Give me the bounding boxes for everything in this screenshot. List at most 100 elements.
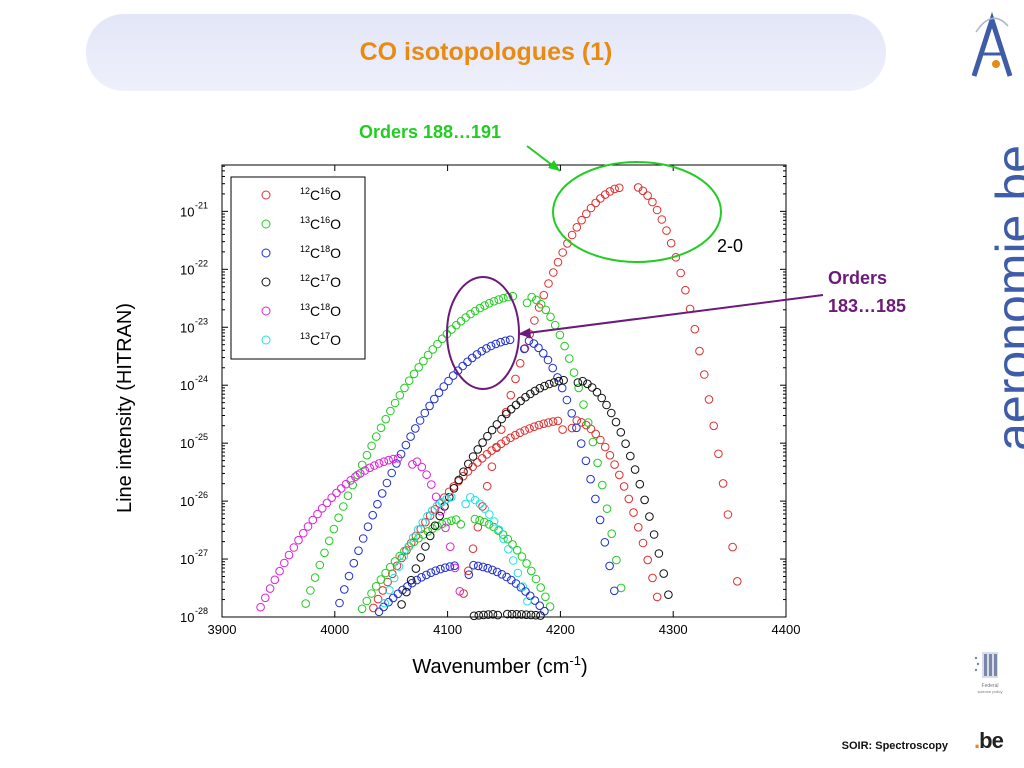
data-point (472, 350, 482, 359)
data-point (709, 421, 719, 431)
data-point (464, 459, 473, 469)
legend-entry: 13C18O (300, 302, 341, 319)
data-point (482, 344, 491, 353)
data-point (431, 566, 441, 576)
data-point (583, 418, 593, 427)
data-point (308, 515, 318, 525)
y-tick-exponent: -22 (195, 258, 208, 268)
data-point (704, 395, 714, 404)
data-point (404, 376, 414, 386)
data-point (393, 589, 403, 599)
data-point (427, 480, 436, 489)
data-point (446, 542, 455, 552)
data-point (554, 376, 564, 386)
data-point (408, 533, 418, 542)
data-point (545, 602, 555, 611)
data-point (522, 610, 531, 620)
data-point (506, 390, 516, 400)
data-point (494, 525, 504, 535)
data-point (404, 542, 413, 551)
data-point (439, 382, 449, 391)
data-point (393, 454, 403, 463)
data-point (548, 417, 558, 426)
data-point (442, 517, 452, 527)
legend-marker (261, 306, 271, 316)
data-point (447, 492, 456, 502)
data-point (379, 602, 389, 612)
data-point (513, 568, 523, 578)
data-point (485, 299, 494, 308)
data-point (395, 391, 405, 400)
data-point (464, 570, 474, 580)
data-point (565, 354, 574, 363)
data-point (373, 594, 383, 604)
data-point (474, 611, 484, 620)
data-point (520, 426, 530, 435)
annotation-orders-side-1: Orders (828, 268, 887, 288)
data-point (377, 489, 387, 498)
data-point (549, 378, 559, 387)
data-point (289, 543, 299, 552)
data-point (340, 585, 349, 594)
data-point (681, 285, 690, 295)
data-point (388, 593, 398, 603)
data-point (630, 465, 640, 474)
data-point (437, 334, 447, 344)
data-point (367, 441, 376, 451)
data-point (464, 566, 473, 576)
data-point (567, 409, 577, 418)
data-point (496, 337, 505, 347)
data-point (517, 552, 527, 561)
data-point (569, 368, 579, 377)
data-point (327, 493, 337, 503)
data-point (591, 494, 600, 504)
data-point (657, 215, 667, 224)
logo-caption-1: Federal (982, 683, 999, 689)
x-tick-label: 4400 (772, 622, 801, 637)
y-tick-label: 10 -26 (180, 490, 208, 509)
data-point (451, 515, 461, 524)
data-point (437, 497, 447, 507)
data-point (600, 190, 610, 199)
data-point (503, 609, 512, 619)
data-point (541, 305, 551, 315)
data-point (501, 436, 511, 446)
data-point (592, 387, 602, 397)
data-point (605, 561, 614, 571)
data-point (373, 499, 382, 509)
data-point (450, 563, 460, 573)
data-point (602, 504, 612, 514)
data-point (360, 466, 370, 475)
data-point (498, 530, 508, 539)
aeronomie-brand: aeronomie.be (986, 145, 1024, 451)
data-point (455, 587, 465, 596)
data-point (390, 398, 400, 408)
data-point (417, 573, 426, 582)
data-point (368, 510, 378, 520)
data-point (577, 215, 586, 225)
data-point (605, 187, 615, 196)
data-point (530, 316, 539, 325)
data-point (578, 376, 588, 386)
data-point (461, 499, 470, 509)
data-point (402, 587, 411, 597)
data-point (382, 478, 392, 488)
data-point (369, 603, 378, 613)
data-point (458, 361, 468, 371)
data-point (536, 583, 546, 592)
data-point (408, 460, 417, 469)
data-point (430, 521, 440, 531)
data-point (348, 480, 358, 490)
data-point (303, 522, 313, 531)
data-point (406, 432, 415, 441)
data-point (634, 523, 643, 532)
data-point (426, 568, 436, 578)
data-point (508, 556, 518, 565)
data-point (491, 339, 501, 349)
annotation-band: 2-0 (717, 236, 743, 256)
data-point (550, 320, 560, 330)
data-point (310, 573, 320, 582)
data-point (332, 488, 341, 498)
data-point (270, 575, 280, 585)
be-logo: .be (974, 728, 1004, 753)
